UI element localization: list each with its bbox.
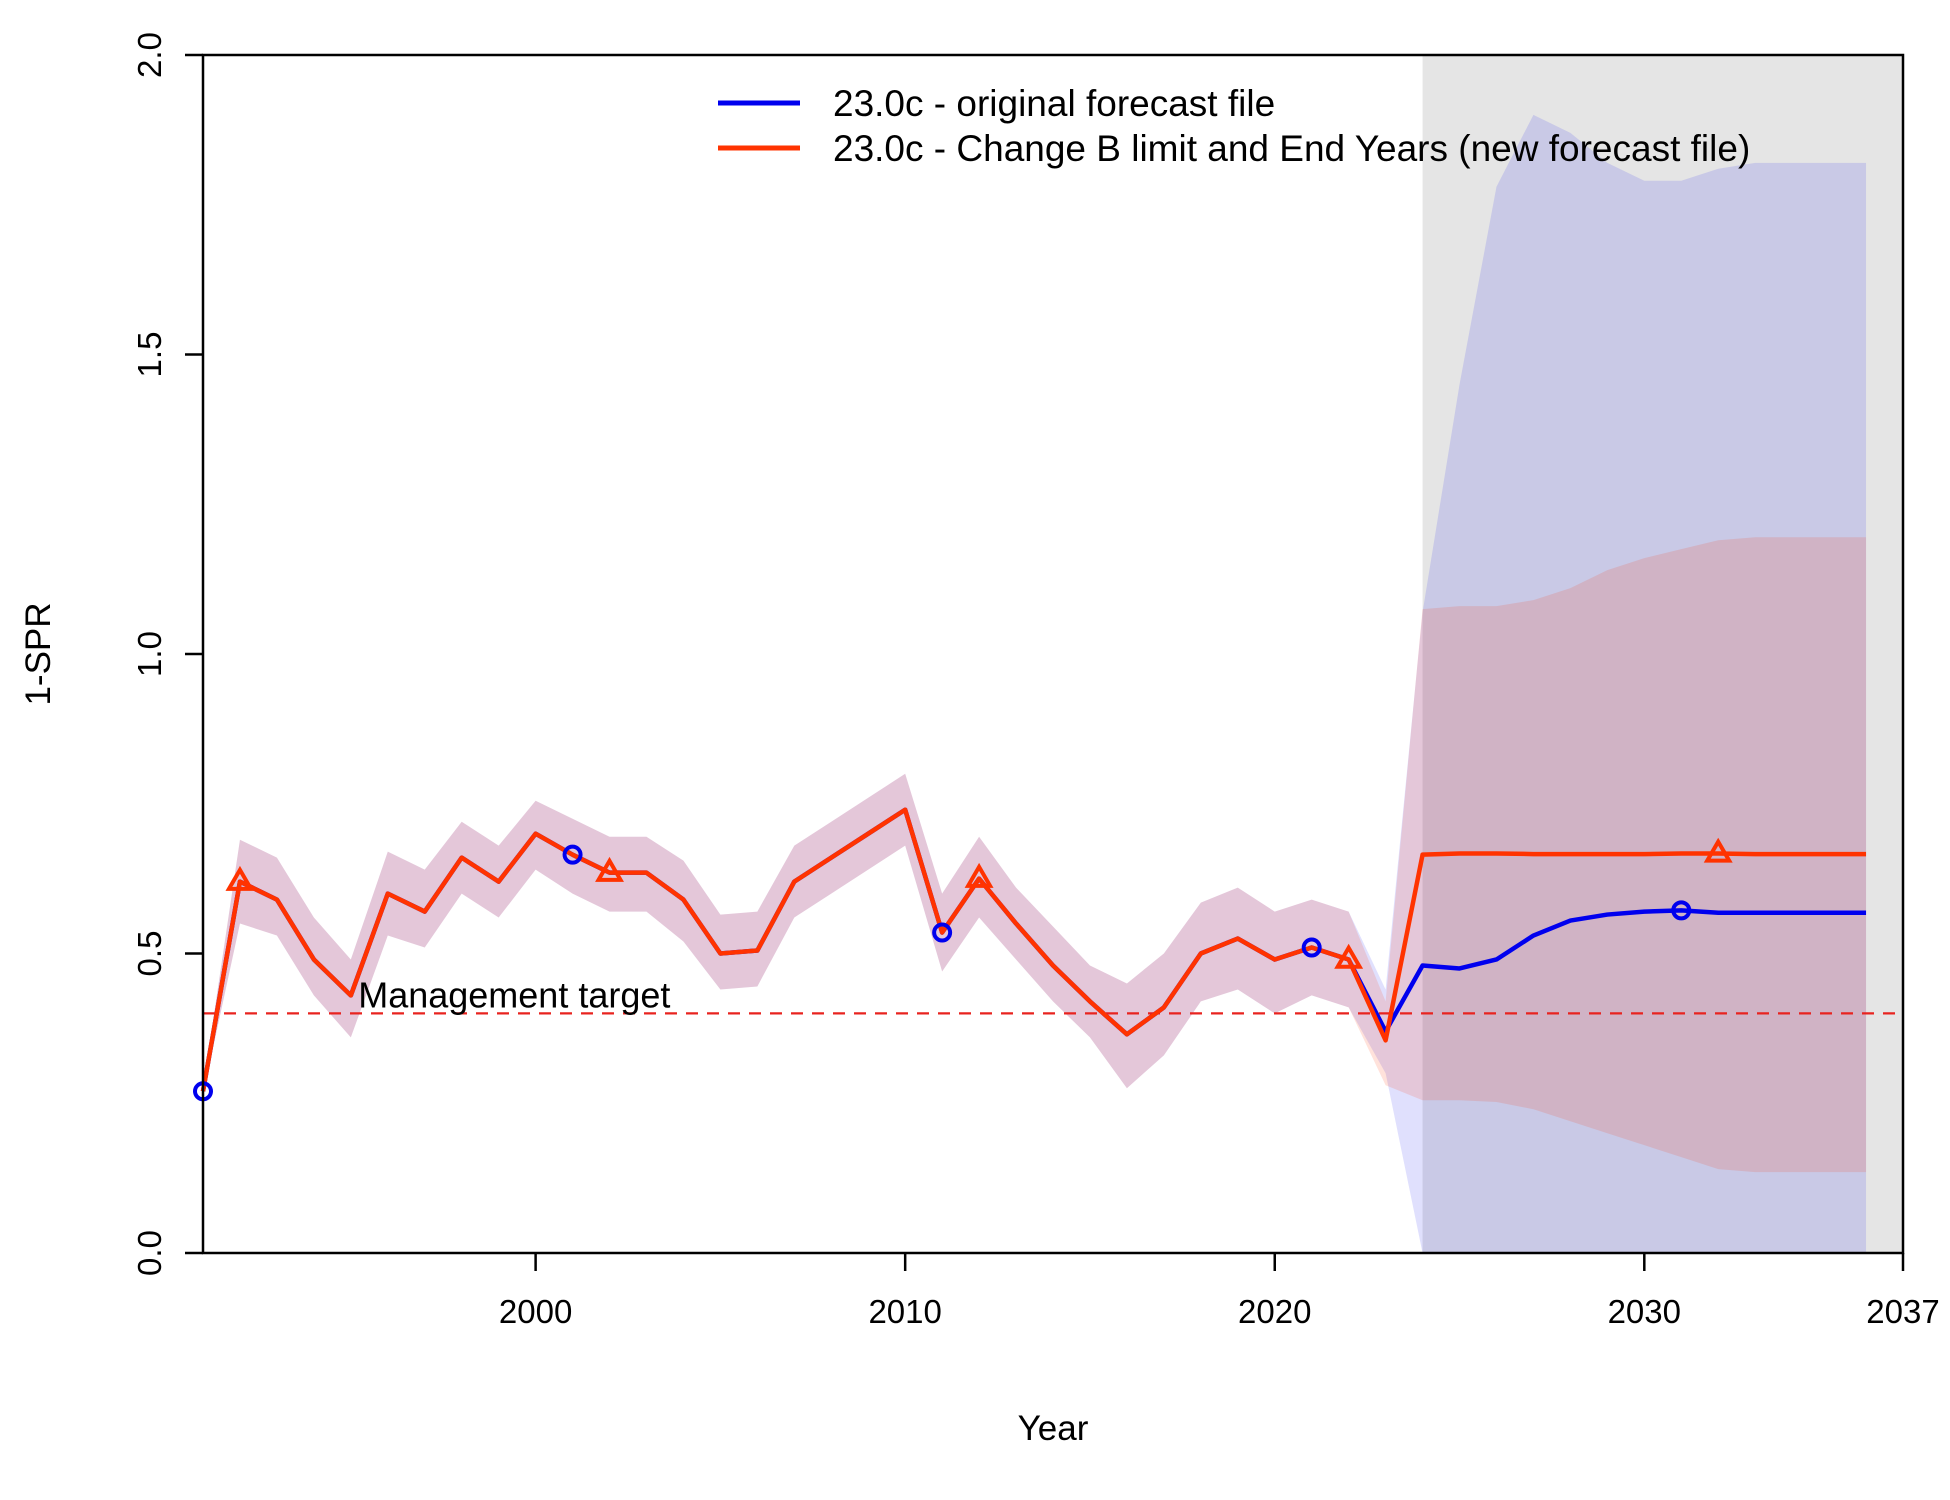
- series-line-2: [200, 807, 1867, 1092]
- legend-label-2: 23.0c - Change B limit and End Years (ne…: [833, 128, 1750, 169]
- marker-series-1-2011: [932, 922, 953, 943]
- plot-background: [1422, 55, 1903, 1253]
- x-tick-label-2030: 2030: [1608, 1293, 1681, 1330]
- forecast-region-shading: [1422, 55, 1903, 1253]
- marker-series-2-2002: [595, 856, 624, 882]
- marker-series-2-2012: [964, 862, 994, 888]
- marker-series-2-2032: [1703, 837, 1733, 863]
- marker-series-2-2022: [1334, 943, 1364, 969]
- axes: 2000 2010 2020 2030 2037 0.0 0.5 1.0 1.5 2.0: [131, 32, 1940, 1330]
- marker-series-1-2031: [1671, 900, 1692, 921]
- x-axis-title: Year: [1018, 1409, 1089, 1448]
- y-tick-label-4: 2.0: [131, 32, 168, 78]
- marker-series-1-2001: [562, 844, 583, 865]
- y-axis-title: 1-SPR: [19, 602, 58, 705]
- y-tick-label-3: 1.5: [131, 332, 168, 378]
- marker-series-1-2021: [1301, 937, 1322, 958]
- x-tick-label-2000: 2000: [499, 1293, 572, 1330]
- legend-label-1: 23.0c - original forecast file: [833, 83, 1275, 124]
- management-target-label: Management target: [358, 974, 670, 1015]
- x-tick-label-2037: 2037: [1866, 1293, 1939, 1330]
- confidence-bands: [203, 114, 1867, 1253]
- y-tick-label-2: 1.0: [131, 631, 168, 677]
- y-tick-label-0: 0.0: [131, 1230, 168, 1276]
- y-tick-label-1: 0.5: [131, 931, 168, 977]
- x-tick-label-2010: 2010: [868, 1293, 941, 1330]
- x-tick-label-2020: 2020: [1238, 1293, 1311, 1330]
- marker-series-2-1992: [225, 865, 255, 891]
- reference-line-group: Management target: [203, 974, 1903, 1015]
- series-lines: [200, 807, 1867, 1092]
